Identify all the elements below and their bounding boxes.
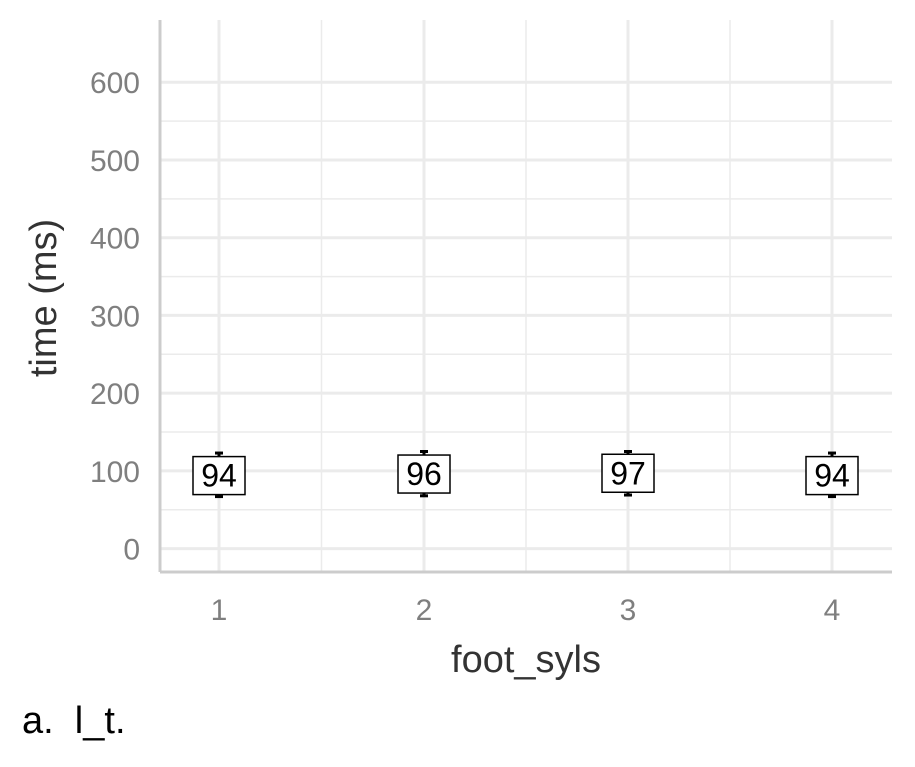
data-label-box — [397, 454, 451, 494]
y-tick-label: 400 — [90, 223, 140, 256]
y-axis-title: time (ms) — [23, 219, 65, 377]
y-tick-label: 600 — [90, 67, 140, 100]
data-marks: 94 96 97 94 — [192, 449, 859, 499]
data-label: 96 — [406, 456, 442, 492]
data-label: 94 — [814, 458, 850, 494]
data-label: 94 — [201, 458, 237, 494]
axes — [158, 20, 892, 574]
grid-lines — [160, 20, 892, 572]
y-tick-label: 500 — [90, 145, 140, 178]
data-label-box — [601, 453, 655, 494]
x-tick-label: 2 — [416, 594, 433, 627]
figure-caption: a. l_t. — [22, 700, 126, 742]
x-tick-label: 3 — [620, 594, 637, 627]
y-tick-label: 300 — [90, 300, 140, 333]
x-axis-title: foot_syls — [451, 639, 601, 681]
x-tick-label: 1 — [211, 594, 228, 627]
y-tick-label: 100 — [90, 456, 140, 489]
chart: 0 100 200 300 400 500 600 1 2 3 4 94 96 97 94 foot_sy… — [23, 20, 892, 681]
tick-labels: 0 100 200 300 400 500 600 1 2 3 4 — [90, 67, 840, 627]
y-tick-label: 200 — [90, 378, 140, 411]
data-label-box — [805, 455, 859, 496]
x-tick-label: 4 — [824, 594, 841, 627]
data-label-box — [192, 455, 246, 496]
data-label: 97 — [610, 455, 646, 491]
y-tick-label: 0 — [123, 534, 140, 567]
